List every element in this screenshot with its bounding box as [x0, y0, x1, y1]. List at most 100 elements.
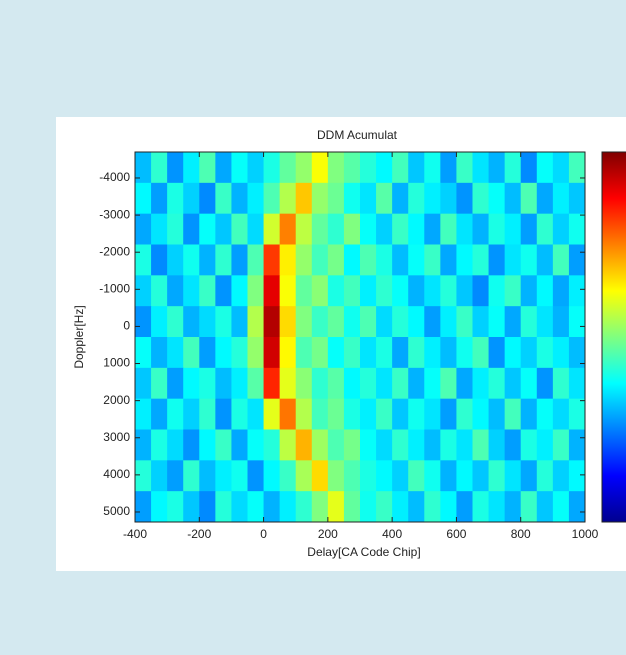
heatmap-cell	[376, 367, 393, 400]
heatmap-cell	[504, 213, 522, 245]
heatmap-cell	[456, 275, 473, 307]
heatmap-cell	[536, 460, 554, 492]
y-tick-label: 2000	[103, 393, 130, 407]
heatmap-cell	[376, 398, 393, 430]
heatmap-cell	[343, 182, 361, 215]
heatmap-cell	[247, 429, 265, 461]
heatmap-cell	[424, 460, 441, 492]
heatmap-cell	[263, 213, 281, 245]
heatmap	[135, 152, 586, 523]
heatmap-cell	[360, 337, 377, 369]
heatmap-cell	[151, 213, 168, 245]
heatmap-cell	[343, 275, 361, 307]
heatmap-cell	[311, 398, 329, 430]
heatmap-cell	[440, 460, 457, 492]
heatmap-cell	[231, 244, 248, 276]
x-tick-label: 0	[260, 527, 267, 541]
heatmap-cell	[568, 244, 586, 276]
chart-title: DDM Acumulat	[317, 128, 398, 142]
heatmap-cell	[472, 152, 490, 184]
heatmap-cell	[376, 337, 393, 369]
heatmap-cell	[472, 460, 490, 492]
heatmap-cell	[536, 306, 554, 338]
heatmap-cell	[520, 152, 538, 184]
heatmap-cell	[151, 244, 168, 276]
heatmap-cell	[231, 306, 248, 338]
heatmap-cell	[151, 182, 168, 215]
heatmap-cell	[392, 429, 409, 461]
heatmap-cell	[343, 367, 361, 400]
heatmap-cell	[295, 460, 313, 492]
heatmap-cell	[392, 152, 409, 184]
heatmap-cell	[279, 152, 297, 184]
y-tick-label: 5000	[103, 504, 130, 518]
heatmap-cell	[408, 491, 425, 523]
heatmap-cell	[408, 460, 425, 492]
y-tick-label: 4000	[103, 467, 130, 481]
heatmap-cell	[472, 367, 490, 400]
heatmap-cell	[424, 182, 441, 215]
heatmap-cell	[568, 337, 586, 369]
heatmap-cell	[520, 367, 538, 400]
heatmap-cell	[360, 182, 377, 215]
heatmap-cell	[279, 337, 297, 369]
heatmap-cell	[343, 213, 361, 245]
heatmap-cell	[376, 213, 393, 245]
heatmap-cell	[135, 398, 152, 430]
heatmap-cell	[295, 398, 313, 430]
heatmap-cell	[360, 491, 377, 523]
heatmap-cell	[376, 429, 393, 461]
heatmap-cell	[536, 367, 554, 400]
heatmap-cell	[183, 306, 200, 338]
heatmap-cell	[263, 152, 281, 184]
heatmap-cell	[408, 275, 425, 307]
heatmap-cell	[135, 244, 152, 276]
heatmap-cell	[167, 306, 184, 338]
heatmap-cell	[504, 182, 522, 215]
heatmap-cell	[247, 460, 265, 492]
heatmap-cell	[263, 491, 281, 523]
heatmap-cell	[552, 306, 570, 338]
heatmap-cell	[247, 152, 265, 184]
heatmap-cell	[167, 367, 184, 400]
heatmap-cell	[183, 367, 200, 400]
heatmap-cell	[199, 152, 216, 184]
heatmap-cell	[231, 182, 248, 215]
heatmap-cell	[135, 367, 152, 400]
heatmap-cell	[199, 337, 216, 369]
heatmap-cell	[231, 491, 248, 523]
heatmap-cell	[360, 367, 377, 400]
heatmap-cell	[183, 152, 200, 184]
heatmap-cell	[520, 398, 538, 430]
heatmap-cell	[263, 367, 281, 400]
heatmap-cell	[327, 306, 345, 338]
heatmap-cell	[311, 244, 329, 276]
heatmap-cell	[440, 337, 457, 369]
heatmap-cell	[568, 152, 586, 184]
heatmap-cell	[488, 367, 506, 400]
heatmap-cell	[151, 429, 168, 461]
heatmap-cell	[392, 337, 409, 369]
heatmap-cell	[263, 398, 281, 430]
heatmap-cell	[279, 429, 297, 461]
heatmap-cell	[199, 182, 216, 215]
heatmap-cell	[167, 152, 184, 184]
heatmap-cell	[247, 367, 265, 400]
heatmap-cell	[263, 460, 281, 492]
heatmap-cell	[135, 182, 152, 215]
heatmap-cell	[279, 213, 297, 245]
heatmap-cell	[456, 398, 473, 430]
heatmap-cell	[199, 306, 216, 338]
heatmap-cell	[231, 367, 248, 400]
heatmap-cell	[376, 491, 393, 523]
heatmap-cell	[376, 460, 393, 492]
heatmap-cell	[231, 275, 248, 307]
heatmap-cell	[456, 213, 473, 245]
heatmap-cell	[343, 398, 361, 430]
heatmap-cell	[215, 491, 232, 523]
heatmap-cell	[552, 460, 570, 492]
heatmap-cell	[488, 429, 506, 461]
heatmap-cell	[183, 337, 200, 369]
heatmap-cell	[279, 460, 297, 492]
heatmap-cell	[472, 275, 490, 307]
